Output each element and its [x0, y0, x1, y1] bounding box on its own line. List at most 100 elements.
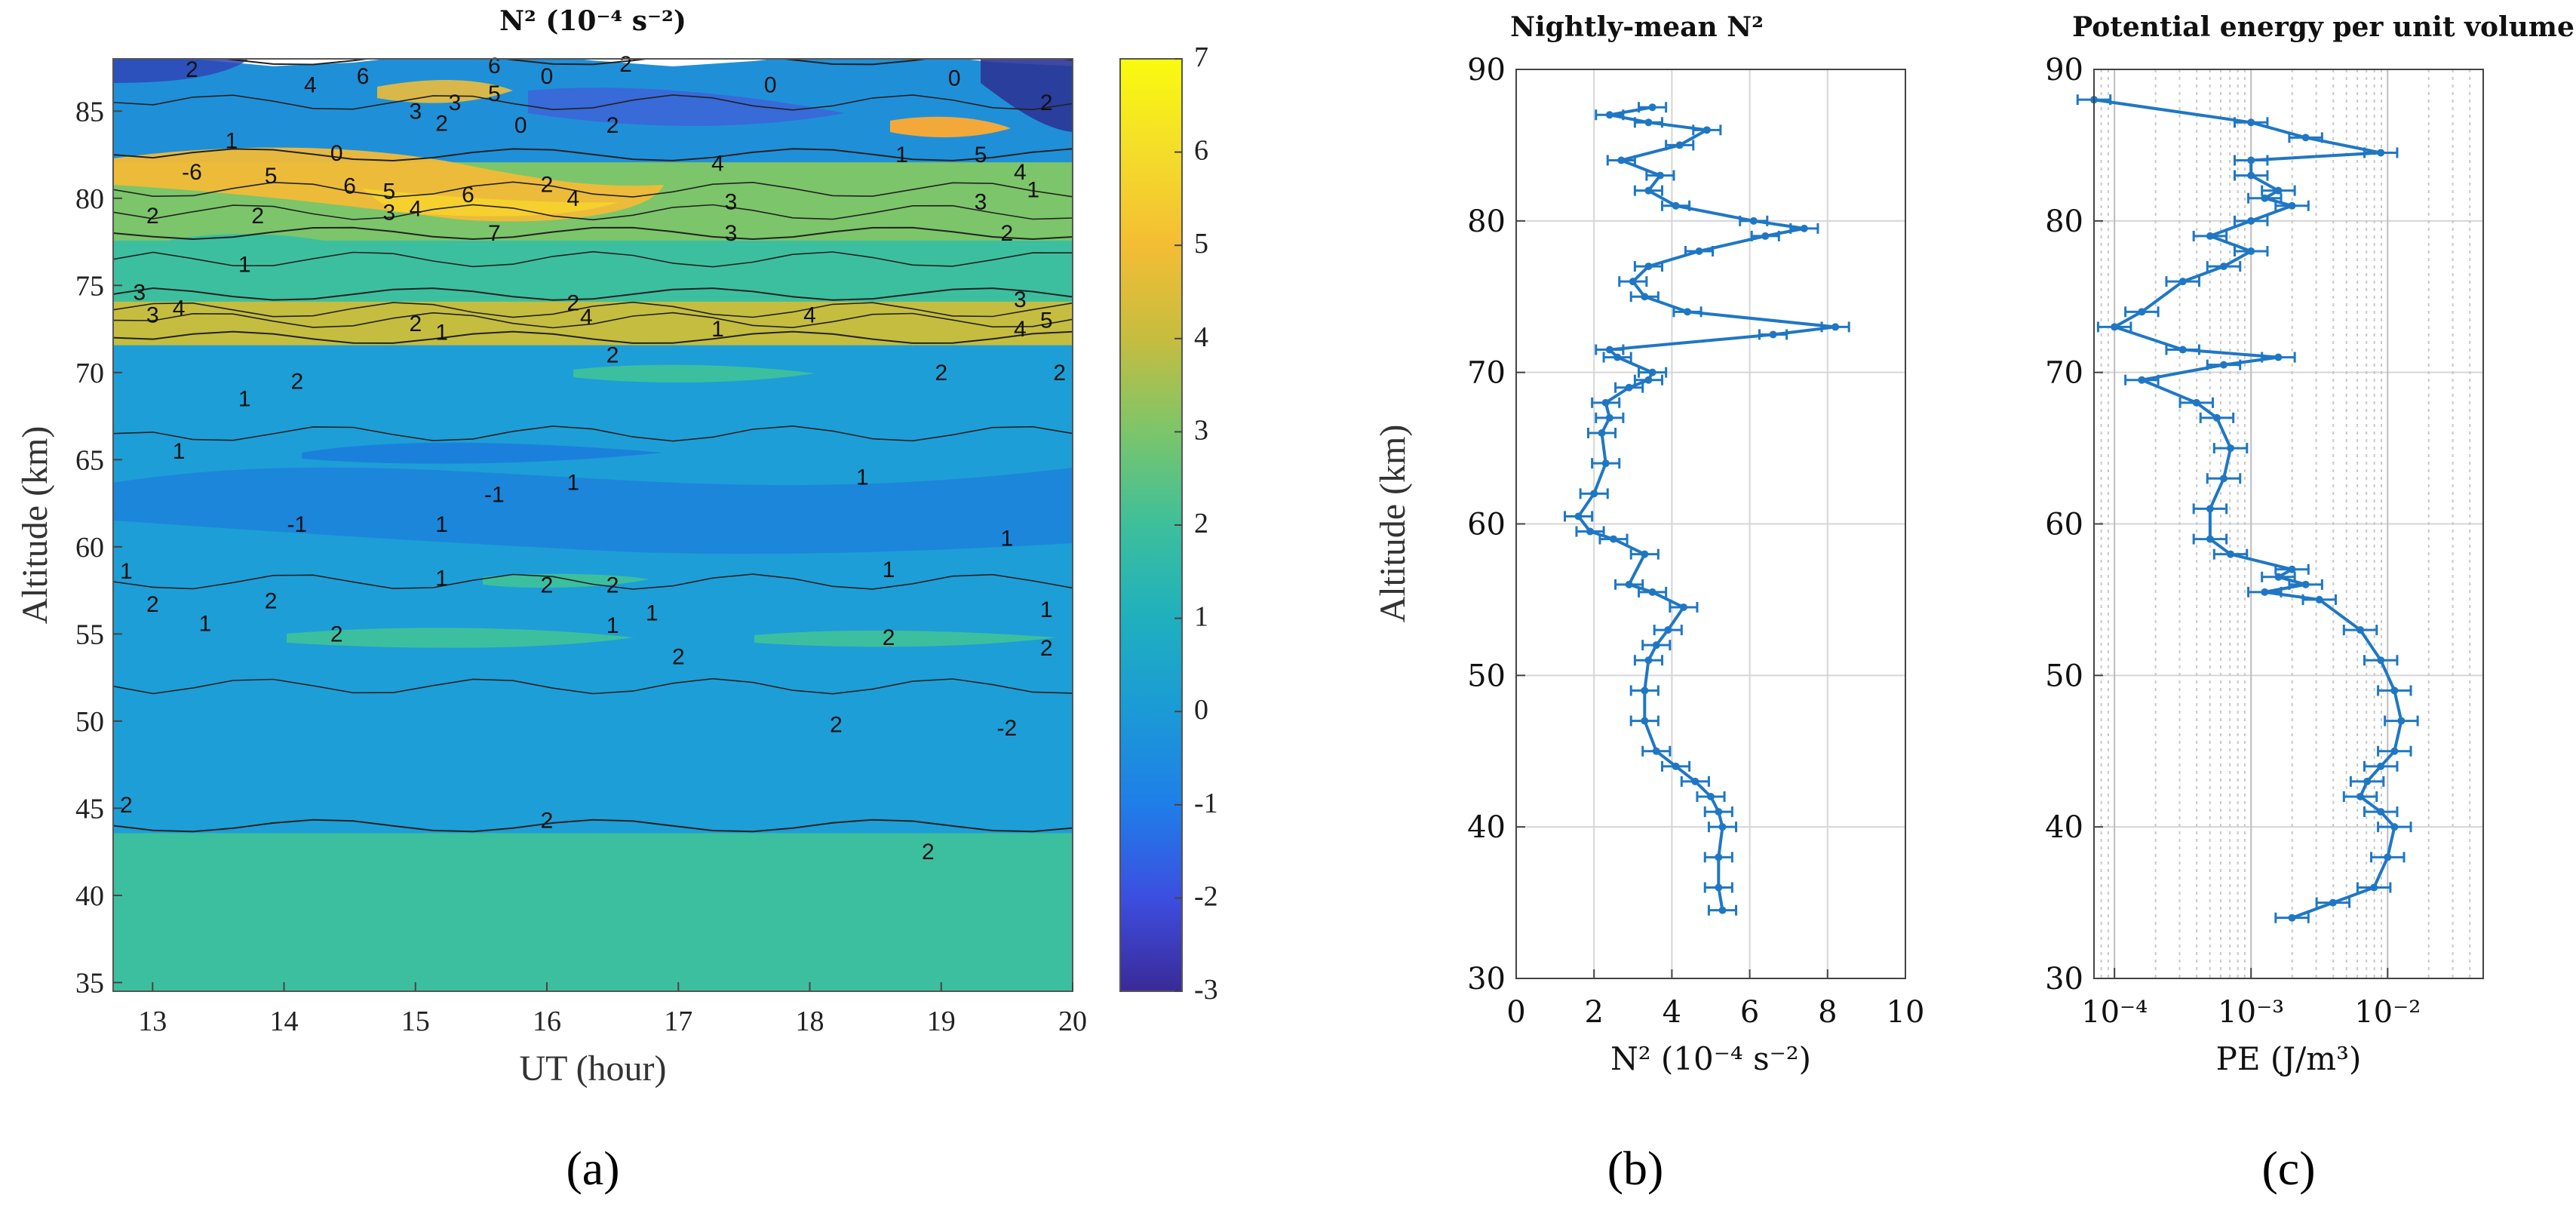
contour-label: -2 [997, 716, 1018, 741]
data-point [2377, 656, 2385, 665]
warm-patch-83km [890, 116, 1011, 137]
colorbar: -3 -2 -1 0 1 2 3 4 5 6 7 [1119, 41, 1218, 1006]
x-tick-label: 13 [138, 1006, 167, 1037]
contour-label: 1 [199, 612, 212, 637]
data-point [1761, 232, 1770, 240]
panel-a-y-ticks: 35 40 45 50 55 60 65 70 75 80 85 [75, 96, 122, 999]
data-point [1652, 747, 1660, 755]
contour-label: 2 [146, 204, 159, 229]
y-tick-label: 50 [75, 706, 104, 738]
panel-c-label: (c) [2261, 1141, 2315, 1195]
x-tick-label: 2 [1584, 995, 1603, 1030]
data-point [2261, 588, 2269, 596]
layer-2 [113, 818, 1073, 991]
data-point [2261, 194, 2269, 202]
data-point [2370, 883, 2378, 892]
panel-a-x-label: UT (hour) [519, 1049, 666, 1089]
data-point [2274, 353, 2283, 361]
contour-label: 3 [133, 281, 146, 306]
contour-label: 4 [1014, 160, 1027, 185]
contour-label: 2 [120, 793, 133, 818]
colorbar-tick-label: 4 [1194, 321, 1208, 353]
data-point [2384, 853, 2392, 861]
data-point [1625, 383, 1633, 392]
y-tick-label: 80 [75, 183, 104, 215]
data-point [1715, 808, 1723, 816]
data-point [2329, 898, 2337, 907]
contour-label: 1 [646, 601, 659, 626]
y-tick-label: 30 [1467, 962, 1506, 997]
data-point [1648, 103, 1656, 112]
data-point [2390, 747, 2399, 755]
data-point [2206, 232, 2214, 240]
x-tick-label: 4 [1663, 995, 1681, 1030]
y-tick-label: 55 [75, 619, 104, 650]
colorbar-tick-label: 0 [1194, 694, 1208, 726]
contour-label: 2 [541, 809, 554, 834]
contour-label: 2 [883, 625, 895, 650]
colorbar-tick-label: 7 [1194, 41, 1208, 73]
contour-label: 2 [1001, 221, 1014, 246]
contour-line [113, 148, 1073, 162]
data-point [2288, 565, 2296, 573]
data-point [1641, 717, 1649, 725]
contour-line [113, 226, 1073, 241]
layer-2 [113, 226, 1073, 302]
data-point [1629, 278, 1637, 286]
data-point [1613, 353, 1622, 361]
contour-label: 4 [409, 197, 422, 222]
contour-label: 0 [948, 66, 961, 91]
panel-b-series [1564, 102, 1850, 916]
contour-label: 0 [541, 64, 554, 89]
colorbar-tick-label: 6 [1194, 135, 1208, 167]
data-point [2138, 308, 2146, 316]
contour-label: 2 [830, 713, 843, 738]
data-point [1605, 111, 1613, 119]
x-tick-label: 8 [1818, 995, 1837, 1030]
contour-label: 6 [488, 54, 501, 78]
colorbar-tick-label: 2 [1194, 508, 1208, 539]
panel-b-y-label: Altitude (km) [1373, 425, 1413, 623]
y-tick-label: 40 [2045, 810, 2083, 845]
data-point [1718, 823, 1727, 831]
panel-b-y-ticks: 30 40 50 60 70 80 90 [1467, 53, 1525, 997]
contour-label: 2 [567, 290, 580, 315]
data-point [2397, 717, 2406, 725]
data-point [2247, 247, 2255, 255]
data-point [1831, 323, 1840, 331]
contour-label: 2 [606, 573, 619, 598]
contour-label: 2 [672, 644, 685, 669]
data-point [1800, 224, 1808, 232]
x-tick-label: 10⁻³ [2218, 995, 2284, 1030]
colorbar-gradient [1119, 58, 1183, 992]
contour-label: 1 [173, 439, 186, 464]
contour-line [113, 301, 1073, 318]
y-tick-label: 90 [1467, 53, 1506, 88]
y-tick-label: 60 [1467, 508, 1506, 542]
data-point [2111, 323, 2119, 331]
contour-line [113, 818, 1073, 833]
data-point [2377, 808, 2385, 816]
contour-label: 2 [409, 312, 422, 336]
data-point [2192, 398, 2200, 407]
contour-label: 4 [567, 186, 580, 211]
y-tick-label: 60 [2045, 508, 2083, 542]
data-point [2356, 793, 2365, 800]
data-point [1715, 883, 1723, 892]
contour-line [113, 573, 1073, 590]
data-point [2247, 217, 2255, 225]
data-point [1702, 126, 1711, 134]
x-tick-label: 0 [1506, 995, 1525, 1030]
y-tick-label: 30 [2045, 962, 2083, 997]
data-point [2247, 118, 2255, 127]
contour-label: 7 [488, 221, 501, 246]
panel-c-series [2076, 94, 2419, 923]
contour-lines [113, 59, 1073, 833]
contour-label: 1 [1001, 526, 1014, 551]
colorbar-tick-label: 3 [1194, 414, 1208, 446]
data-point [1684, 308, 1692, 316]
y-tick-label: 35 [75, 967, 104, 999]
data-point [2363, 777, 2372, 785]
green-patch-57km [483, 573, 649, 588]
